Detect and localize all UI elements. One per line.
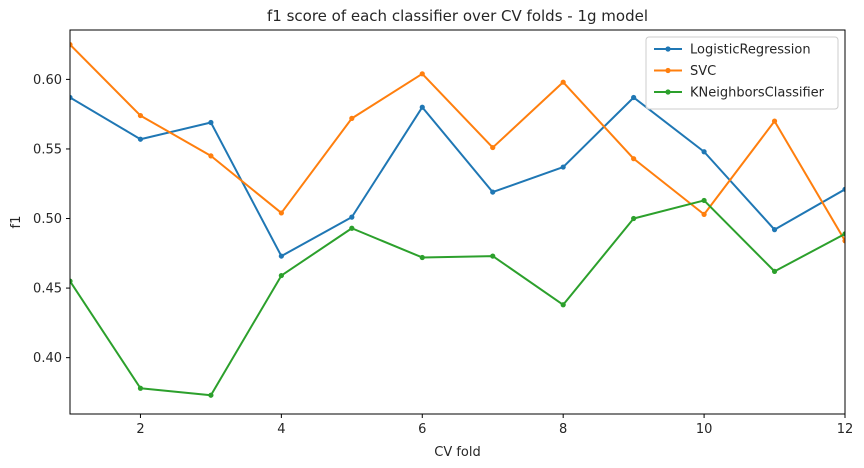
data-point-kneighborsclassifier-12 xyxy=(842,231,845,237)
data-point-kneighborsclassifier-8 xyxy=(560,302,566,308)
data-point-logisticregression-8 xyxy=(560,164,566,170)
legend: LogisticRegression SVC KNeighborsClassifie… xyxy=(645,36,839,110)
data-point-svc-10 xyxy=(701,211,707,217)
x-axis-label: CV fold xyxy=(434,445,481,460)
legend-label-kneighborsclassifier: KNeighborsClassifier xyxy=(690,86,825,101)
series-line-svc xyxy=(70,43,845,243)
legend-item-kneighborsclassifier: KNeighborsClassifier xyxy=(654,86,825,101)
x-tick-label: 4 xyxy=(277,422,285,437)
data-point-logisticregression-3 xyxy=(208,119,214,126)
y-tick-label: 0.55 xyxy=(33,142,62,157)
data-point-svc-5 xyxy=(349,115,355,121)
legend-box xyxy=(645,36,839,110)
data-point-kneighborsclassifier-10 xyxy=(701,197,707,204)
data-point-svc-3 xyxy=(208,153,214,159)
legend-item-logisticregression: LogisticRegression xyxy=(654,43,811,58)
data-point-logisticregression-12 xyxy=(842,186,845,192)
data-point-svc-7 xyxy=(490,144,496,151)
y-tick-label: 0.60 xyxy=(33,73,62,88)
x-tick-label: 6 xyxy=(418,422,426,437)
x-tick-label: 10 xyxy=(696,422,713,437)
data-point-kneighborsclassifier-1 xyxy=(70,278,73,284)
legend-marker-svc xyxy=(665,67,671,74)
x-tick-label: 2 xyxy=(136,422,144,437)
y-tick-label: 0.50 xyxy=(33,212,62,227)
data-point-kneighborsclassifier-4 xyxy=(278,272,284,279)
data-point-logisticregression-9 xyxy=(631,94,637,101)
legend-marker-kneighborsclassifier xyxy=(665,89,671,95)
legend-label-logisticregression: LogisticRegression xyxy=(690,43,811,58)
data-point-kneighborsclassifier-5 xyxy=(349,225,355,231)
x-axis-ticks: 2 4 6 8 10 12 xyxy=(136,414,853,437)
data-point-svc-11 xyxy=(771,118,778,124)
legend-marker-logisticregression xyxy=(665,46,671,52)
data-point-logisticregression-2 xyxy=(137,136,144,142)
data-point-kneighborsclassifier-9 xyxy=(631,215,637,222)
series-layer xyxy=(70,42,845,398)
data-point-svc-6 xyxy=(419,71,425,77)
data-point-logisticregression-4 xyxy=(278,253,284,259)
data-point-kneighborsclassifier-2 xyxy=(137,385,144,391)
series-line-logisticregression xyxy=(70,96,845,258)
y-tick-label: 0.45 xyxy=(33,282,62,297)
y-tick-label: 0.40 xyxy=(33,351,62,366)
data-point-svc-4 xyxy=(278,210,284,216)
data-point-logisticregression-6 xyxy=(419,104,425,110)
data-point-kneighborsclassifier-3 xyxy=(208,392,214,398)
x-tick-label: 12 xyxy=(837,422,854,437)
data-point-logisticregression-1 xyxy=(70,94,73,101)
plot-frame xyxy=(69,29,846,415)
legend-label-svc: SVC xyxy=(690,64,716,79)
data-point-logisticregression-11 xyxy=(771,227,778,233)
data-point-svc-8 xyxy=(560,79,566,85)
data-point-kneighborsclassifier-11 xyxy=(771,268,778,274)
data-point-svc-1 xyxy=(70,42,73,48)
data-point-kneighborsclassifier-7 xyxy=(490,253,496,259)
chart-title: f1 score of each classifier over CV fold… xyxy=(267,7,648,25)
legend-item-svc: SVC xyxy=(654,64,716,79)
series-line-kneighborsclassifier xyxy=(70,199,845,397)
y-axis-label: f1 xyxy=(9,216,24,229)
data-point-svc-2 xyxy=(137,112,144,119)
data-point-svc-9 xyxy=(631,156,637,162)
data-point-svc-12 xyxy=(842,238,845,244)
data-point-kneighborsclassifier-6 xyxy=(419,254,425,261)
data-point-logisticregression-7 xyxy=(490,189,496,195)
data-point-logisticregression-5 xyxy=(349,214,355,220)
x-tick-label: 8 xyxy=(559,422,567,437)
y-axis-ticks: 0.40 0.45 0.50 0.55 0.60 xyxy=(33,73,70,366)
data-point-logisticregression-10 xyxy=(701,149,707,155)
